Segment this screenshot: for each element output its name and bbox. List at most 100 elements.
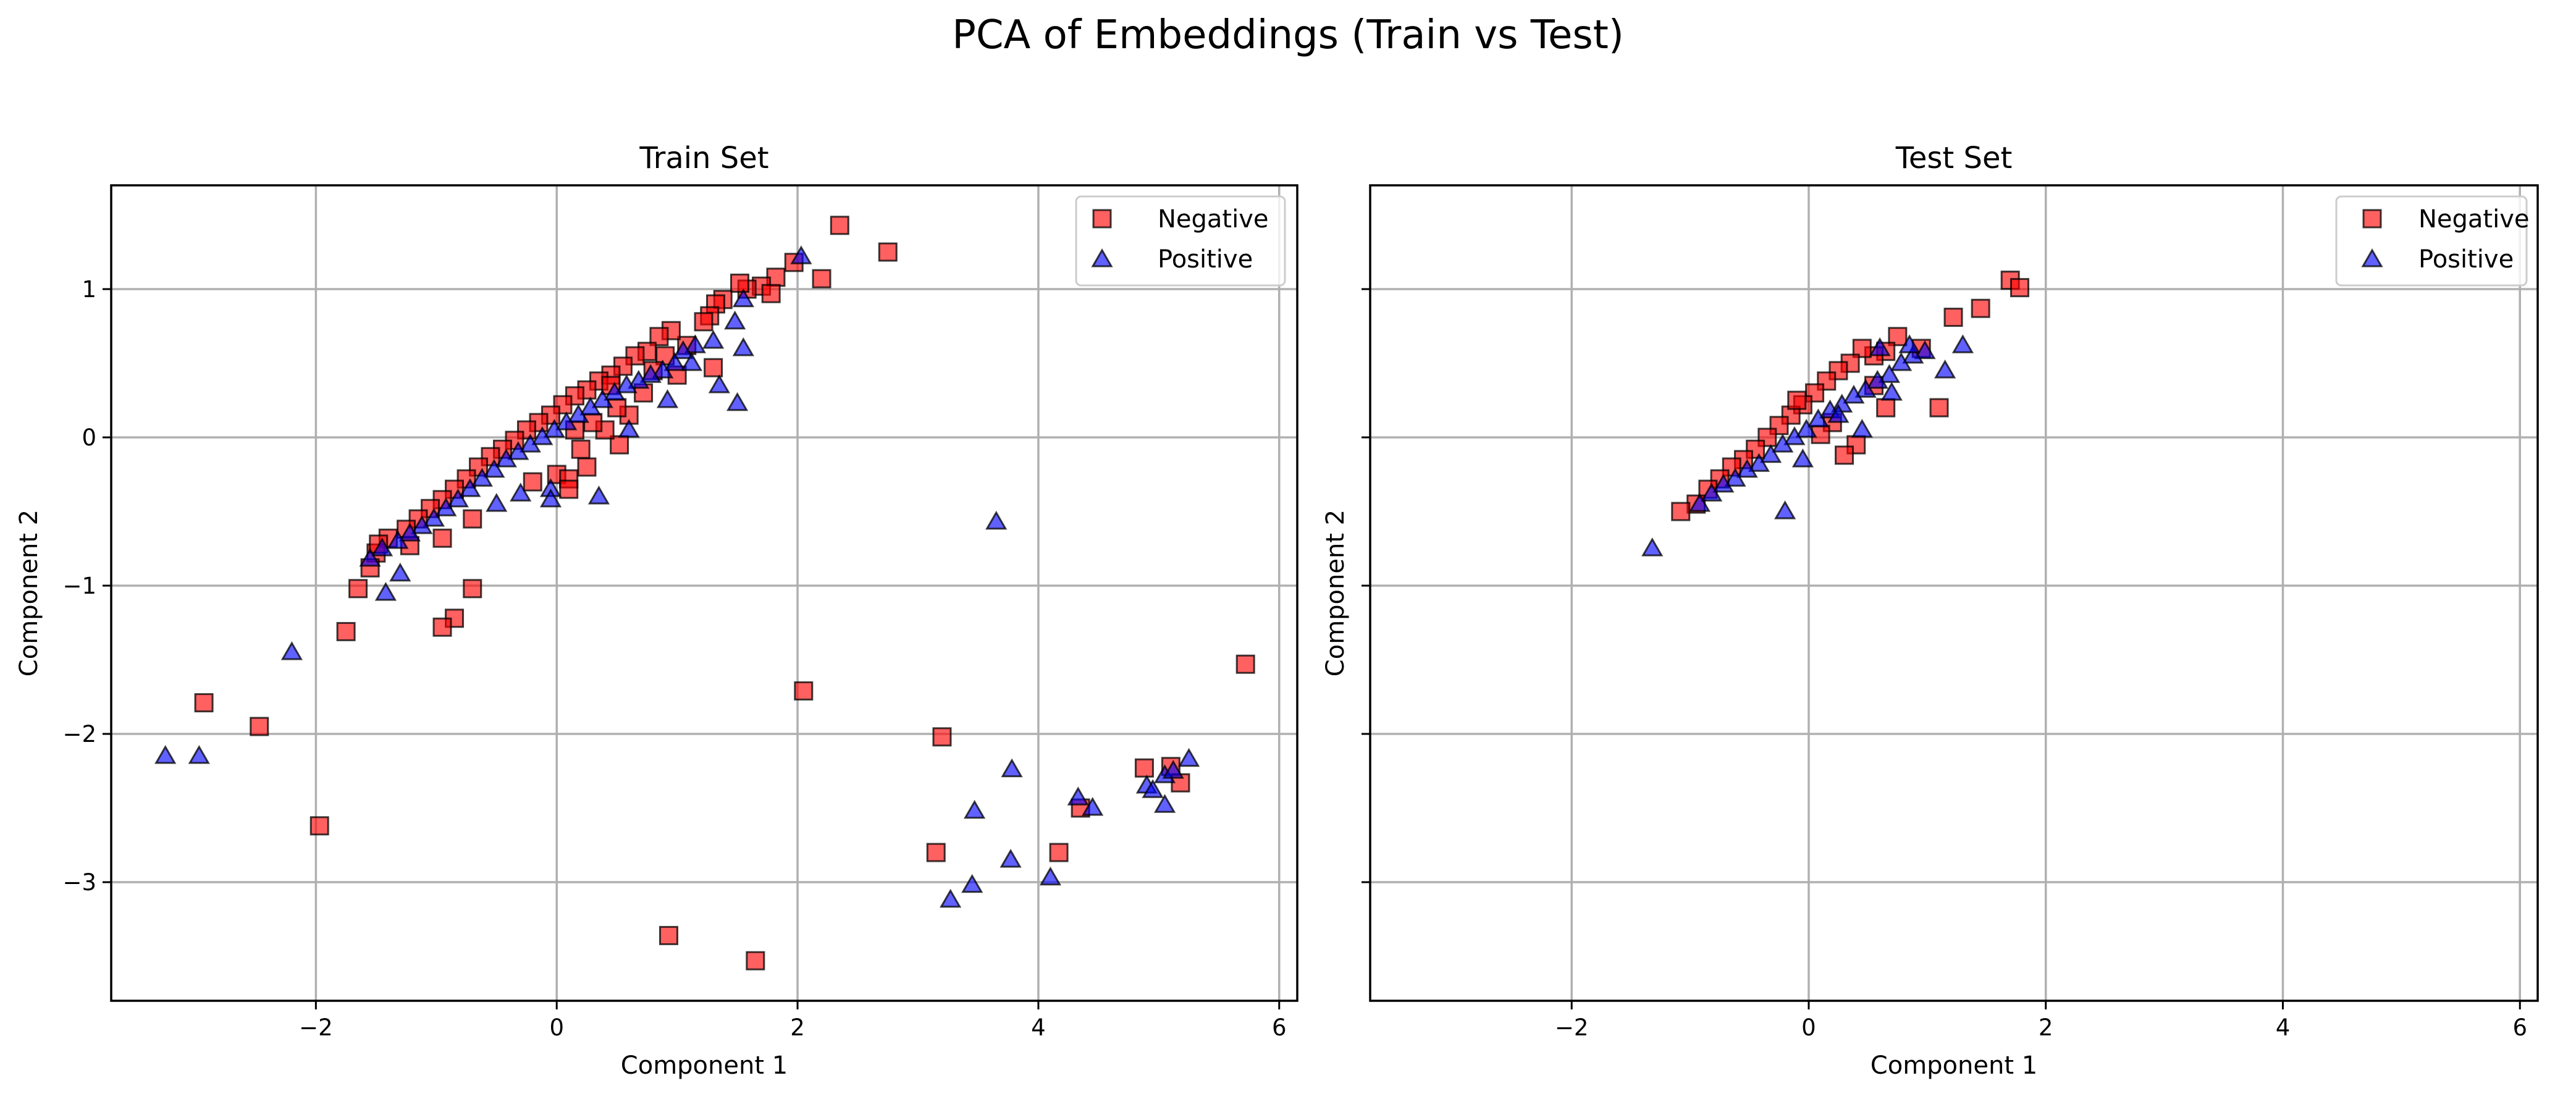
train-positive-point (732, 337, 754, 356)
test-positive-point (1890, 352, 1913, 371)
test-positive-point (1951, 334, 1974, 353)
train-negative-point (559, 479, 579, 499)
train-positive-point (539, 488, 562, 508)
test-positive-point (1827, 403, 1850, 423)
test-legend-negative-marker (2362, 209, 2382, 229)
test-legend-positive-marker (2361, 248, 2383, 267)
train-positive-point (531, 426, 554, 445)
train-positive-point (1000, 848, 1022, 868)
test-plot-frame (1369, 184, 2539, 1002)
test-negative-point (1769, 416, 1789, 436)
train-negative-point (1235, 654, 1255, 674)
train-positive-point (486, 492, 508, 512)
train-positive-point (1177, 747, 1200, 767)
train-negative-point (463, 579, 482, 599)
train-positive-point (359, 547, 381, 567)
train-negative-point (571, 439, 591, 459)
train-positive-point (656, 389, 679, 408)
train-negative-point (649, 327, 669, 347)
train-positive-point (587, 485, 610, 505)
test-positive-point (1701, 482, 1723, 502)
test-positive-point (1795, 418, 1817, 438)
train-positive-point (471, 468, 493, 487)
test-x-tick-label: −2 (1555, 1014, 1589, 1041)
train-x-tick-label: −2 (299, 1014, 333, 1041)
train-negative-point (926, 843, 946, 862)
train-x-axis-label: Component 1 (621, 1051, 788, 1080)
test-positive-point (1774, 500, 1796, 520)
train-negative-point (812, 269, 831, 288)
train-panel-title: Train Set (639, 141, 768, 175)
train-negative-point (878, 242, 898, 262)
test-legend-negative-label: Negative (2418, 205, 2530, 234)
test-x-tick-label: 0 (1801, 1014, 1816, 1041)
figure-title: PCA of Embeddings (Train vs Test) (952, 12, 1624, 58)
train-negative-point (625, 346, 645, 366)
train-positive-point (684, 334, 706, 353)
test-positive-point (1866, 369, 1888, 389)
train-positive-point (519, 433, 541, 453)
train-negative-point (336, 621, 356, 641)
test-negative-point (1929, 398, 1949, 418)
train-negative-point (704, 358, 723, 377)
train-y-tick-label: −1 (62, 573, 96, 599)
train-positive-point (964, 799, 986, 819)
train-x-tick-label: 6 (1272, 1014, 1287, 1041)
test-positive-point (1759, 444, 1782, 463)
test-negative-point (1805, 383, 1825, 403)
train-positive-point (543, 418, 565, 438)
train-y-tick-label: −3 (62, 869, 96, 896)
train-negative-point (794, 681, 814, 701)
train-panel: Train Set Component 1 Component 2 −2 0 2 4 6… (15, 141, 1299, 1080)
train-positive-point (940, 888, 962, 908)
train-positive-point (618, 418, 640, 438)
train-positive-point (555, 411, 578, 431)
train-legend-negative-label: Negative (1158, 205, 1269, 234)
train-positive-point (1039, 866, 1062, 886)
train-positive-point (387, 529, 409, 549)
test-positive-point (1783, 426, 1806, 445)
train-positive-point (724, 310, 746, 330)
train-positive-point (374, 581, 397, 601)
train-y-tick-label: −2 (62, 721, 96, 747)
train-positive-point (188, 744, 210, 764)
test-positive-point (1902, 344, 1924, 364)
train-negative-point (432, 617, 452, 637)
train-positive-point (510, 482, 532, 502)
train-positive-point (663, 352, 686, 371)
train-positive-point (398, 522, 421, 542)
train-positive-point (423, 507, 445, 527)
train-negative-point (577, 457, 597, 477)
train-positive-point (639, 364, 662, 383)
train-x-tick-label: 2 (790, 1014, 805, 1041)
train-negative-point (432, 528, 452, 548)
train-positive-point (790, 245, 812, 264)
train-positive-point (579, 396, 602, 416)
train-negative-point (761, 284, 781, 303)
train-positive-point (726, 392, 749, 411)
train-positive-point (1067, 786, 1089, 806)
test-positive-point (1748, 453, 1770, 472)
train-negative-point (553, 395, 573, 415)
train-positive-point (154, 744, 177, 764)
train-legend-positive-label: Positive (1158, 245, 1253, 274)
test-positive-point (1843, 384, 1865, 404)
test-positive-point (1869, 337, 1891, 356)
train-positive-point (507, 440, 529, 460)
train-positive-point (702, 329, 725, 349)
train-positive-point (1162, 759, 1184, 779)
train-negative-point (659, 925, 678, 945)
test-positive-point (1934, 359, 1956, 379)
train-positive-point (961, 874, 983, 893)
train-positive-point (615, 374, 638, 394)
train-x-tick-label: 4 (1031, 1014, 1046, 1041)
train-positive-point (1001, 758, 1023, 778)
train-negative-point (463, 509, 482, 529)
train-positive-point (495, 448, 517, 468)
test-positive-point (1807, 408, 1829, 427)
train-negative-point (730, 273, 750, 293)
train-positive-point (435, 497, 457, 516)
train-negative-point (830, 216, 849, 235)
train-positive-point (483, 458, 505, 478)
